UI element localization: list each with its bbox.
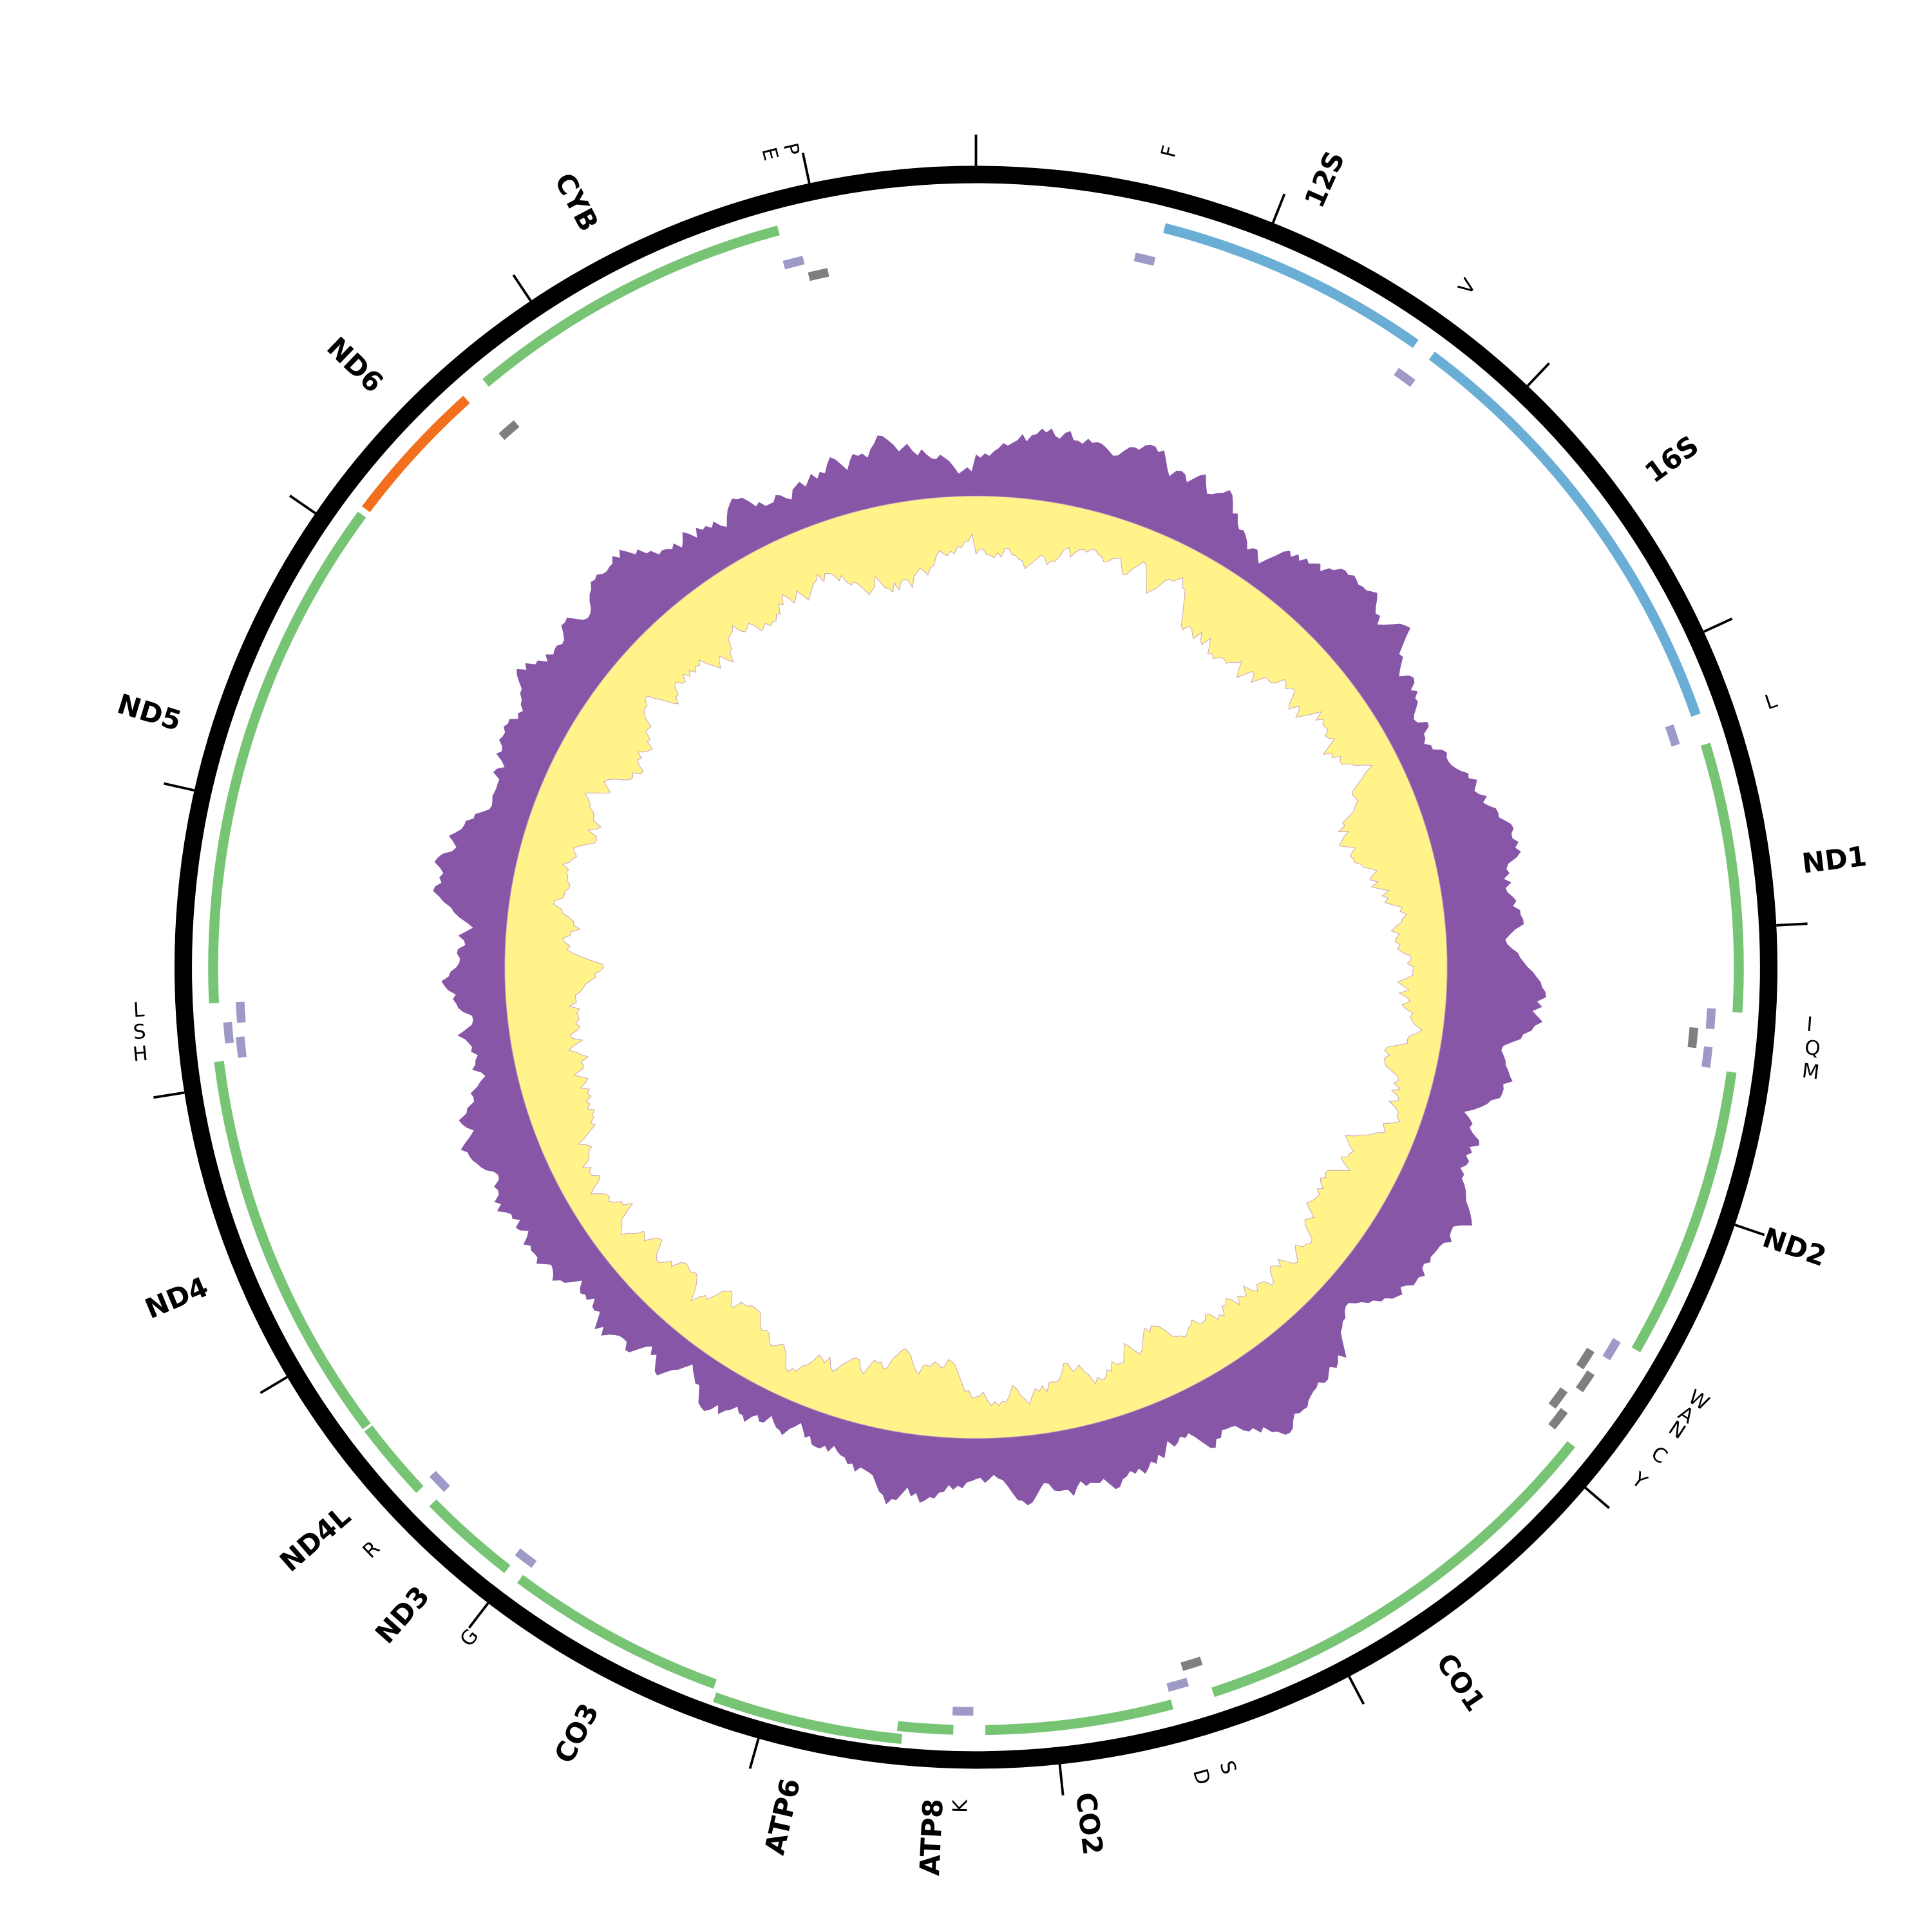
trna-mark	[1548, 1387, 1568, 1409]
gene-label: ND6	[320, 331, 389, 399]
trna-label: P	[779, 141, 804, 158]
gene-label: ND1	[1800, 840, 1868, 880]
gene-arc	[208, 511, 366, 1004]
trna-label: L	[133, 998, 146, 1022]
trna-label: M	[1801, 1059, 1821, 1084]
gene-arc	[429, 1499, 511, 1573]
tick	[801, 152, 811, 184]
gene-arc	[985, 1700, 1174, 1736]
tick	[748, 1738, 760, 1769]
trna-label: D	[1188, 1766, 1215, 1788]
tick	[153, 1091, 185, 1099]
genome-ring	[174, 166, 1777, 1769]
tick	[260, 1376, 288, 1394]
trna-mark	[1166, 1678, 1189, 1692]
trna-mark	[236, 1036, 247, 1058]
gene-arc	[713, 1692, 902, 1744]
tick	[1584, 1486, 1610, 1510]
gene-label: ND4	[140, 1271, 213, 1325]
gene-label: ATP6	[759, 1776, 807, 1858]
gene-arc	[1631, 1071, 1737, 1352]
feature-tracks	[208, 223, 1744, 1744]
gene-arc	[214, 1061, 371, 1430]
gene-arc	[362, 395, 470, 513]
trna-label: Q	[1804, 1036, 1822, 1061]
tick	[1526, 362, 1550, 387]
gc-skew-ring	[433, 428, 1546, 1506]
tick	[289, 495, 316, 515]
gene-label: ATP8	[914, 1798, 950, 1877]
trna-mark	[952, 1707, 974, 1716]
gene-label: CO2	[1069, 1791, 1109, 1857]
trna-label: C	[1647, 1442, 1672, 1469]
gene-arc	[364, 1425, 424, 1493]
trna-label: R	[358, 1537, 384, 1563]
tick	[468, 1602, 489, 1629]
trna-mark	[1705, 1008, 1716, 1030]
gene-label: CYB	[548, 168, 605, 237]
gene-label: 16S	[1639, 430, 1705, 489]
trna-label: K	[949, 1799, 972, 1814]
gene-arc	[1428, 352, 1701, 717]
trna-mark	[1576, 1347, 1595, 1370]
gene-arc	[896, 1721, 954, 1735]
tick	[164, 782, 195, 792]
gene-label: ND3	[369, 1580, 436, 1651]
trna-mark	[498, 420, 520, 440]
trna-mark	[223, 1021, 234, 1044]
tick	[512, 274, 532, 302]
gene-label: 12S	[1298, 146, 1351, 212]
trna-mark	[1701, 1046, 1713, 1068]
trna-mark	[236, 1001, 246, 1023]
trna-mark	[1575, 1370, 1595, 1392]
trna-label: G	[455, 1625, 483, 1651]
trna-label: I	[1806, 1013, 1814, 1037]
tick	[1734, 1224, 1765, 1236]
trna-label: Y	[1627, 1467, 1651, 1493]
trna-label: L	[1762, 689, 1780, 715]
gene-arc	[516, 1575, 717, 1689]
tick	[1271, 193, 1286, 223]
trna-mark	[515, 1548, 537, 1568]
skew-negative	[504, 495, 1448, 1439]
trna-label: F	[1157, 143, 1182, 160]
trna-mark	[1394, 368, 1416, 387]
trna-label: H	[131, 1042, 149, 1066]
trna-mark	[1180, 1656, 1203, 1671]
gene-arc	[482, 225, 780, 387]
trna-mark	[1548, 1408, 1568, 1430]
tick	[1348, 1676, 1365, 1705]
gene-label: ND5	[113, 688, 185, 737]
tick	[1703, 617, 1733, 633]
trna-mark	[1665, 724, 1680, 747]
trna-label: V	[1454, 274, 1481, 299]
gene-arc	[1211, 1441, 1575, 1698]
gene-label: ND4L	[274, 1500, 357, 1578]
trna-label: S	[132, 1020, 146, 1044]
gene-label: CO1	[1430, 1647, 1492, 1717]
gene-label: ND2	[1759, 1222, 1830, 1273]
trna-label: S	[1215, 1758, 1240, 1777]
trna-mark	[429, 1471, 450, 1492]
tick	[1776, 922, 1808, 927]
trna-mark	[782, 256, 805, 270]
gene-arc	[1700, 743, 1744, 1013]
trna-mark	[1687, 1027, 1699, 1048]
trna-mark	[808, 268, 829, 281]
trna-mark	[1602, 1338, 1621, 1361]
tick	[1058, 1764, 1065, 1795]
trna-mark	[1133, 252, 1156, 266]
gene-arc	[1163, 223, 1419, 348]
ticks	[153, 135, 1808, 1795]
gene-label: CO3	[548, 1698, 605, 1768]
